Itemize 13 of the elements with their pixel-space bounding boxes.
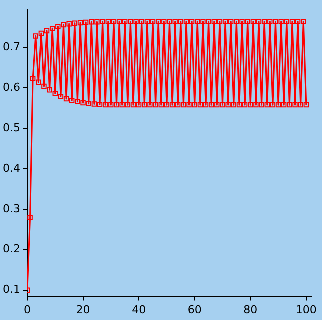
y-tick-label: 0.7	[2, 40, 20, 54]
x-tick-label: 0	[24, 303, 31, 316]
y-tick-label: 0.4	[2, 162, 20, 175]
y-tick-label: 0.3	[2, 202, 20, 216]
x-tick-label: 80	[244, 303, 258, 316]
x-tick-label: 40	[132, 303, 146, 316]
x-tick-label: 20	[76, 303, 90, 316]
x-tick-label: 60	[188, 303, 202, 316]
y-tick-label: 0.2	[2, 242, 20, 256]
y-tick-label: 0.1	[2, 283, 20, 296]
y-tick-label: 0.6	[2, 80, 20, 94]
x-tick-label: 100	[296, 303, 317, 316]
y-tick-label: 0.5	[2, 121, 20, 134]
